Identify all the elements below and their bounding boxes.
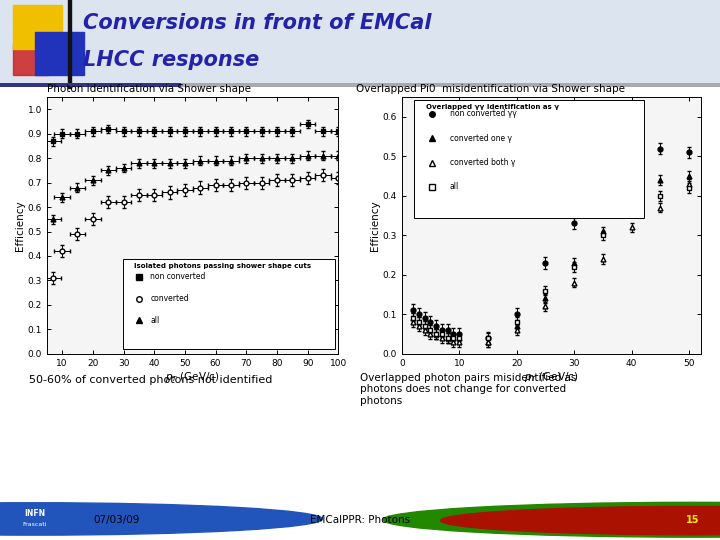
- Text: Frascati: Frascati: [22, 522, 47, 527]
- Text: converted one γ: converted one γ: [449, 134, 512, 143]
- Bar: [13, 44, 48, 75]
- X-axis label: $p_T$ (GeV/c): $p_T$ (GeV/c): [166, 370, 220, 384]
- FancyBboxPatch shape: [414, 100, 644, 218]
- Circle shape: [383, 502, 720, 537]
- Text: LHCC response: LHCC response: [83, 50, 259, 70]
- Bar: [180, 83, 720, 86]
- Text: Overlapped γγ identification as γ: Overlapped γγ identification as γ: [426, 104, 559, 110]
- Y-axis label: Efficiency: Efficiency: [370, 200, 379, 251]
- Text: 15: 15: [686, 515, 699, 525]
- Text: 50-60% of converted photons not identified: 50-60% of converted photons not identifi…: [29, 375, 272, 386]
- Text: converted both γ: converted both γ: [449, 158, 515, 167]
- X-axis label: $p_T$ (GeV/c): $p_T$ (GeV/c): [524, 370, 578, 384]
- Text: converted: converted: [150, 294, 189, 303]
- Bar: [35, 32, 84, 75]
- Y-axis label: Efficiency: Efficiency: [15, 200, 24, 251]
- Text: Isolated photons passing shower shape cuts: Isolated photons passing shower shape cu…: [134, 262, 312, 268]
- Circle shape: [0, 503, 323, 535]
- Bar: [13, 5, 62, 49]
- Bar: [68, 0, 71, 88]
- Text: non converted: non converted: [150, 272, 206, 281]
- Text: Overlapped photon pairs misidentified as
photons does not change for converted
p: Overlapped photon pairs misidentified as…: [360, 373, 577, 406]
- Text: Photon identification via Shower shape: Photon identification via Shower shape: [47, 84, 251, 94]
- Text: Overlapped Pi0  misidentification via Shower shape: Overlapped Pi0 misidentification via Sho…: [356, 84, 626, 94]
- Circle shape: [441, 507, 720, 535]
- FancyBboxPatch shape: [122, 259, 336, 349]
- Text: all: all: [449, 183, 459, 192]
- Text: Conversions in front of EMCal: Conversions in front of EMCal: [83, 14, 431, 33]
- Text: EMCalPPR: Photons: EMCalPPR: Photons: [310, 515, 410, 525]
- Text: all: all: [150, 316, 160, 325]
- Text: non converted γγ: non converted γγ: [449, 110, 516, 118]
- Text: INFN: INFN: [24, 509, 45, 518]
- Bar: [0, 83, 180, 86]
- Text: 07/03/09: 07/03/09: [94, 515, 140, 525]
